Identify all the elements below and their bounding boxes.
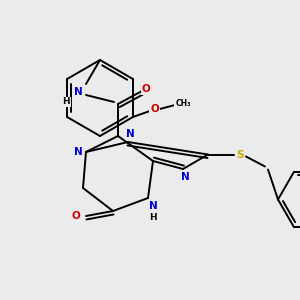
Text: H: H <box>62 98 70 106</box>
Text: O: O <box>72 211 80 221</box>
Text: O: O <box>142 84 150 94</box>
Text: N: N <box>74 147 82 157</box>
Text: S: S <box>236 149 244 160</box>
Text: O: O <box>151 104 159 114</box>
Text: N: N <box>181 172 189 182</box>
Text: CH₃: CH₃ <box>175 100 191 109</box>
Text: N: N <box>74 87 82 97</box>
Text: H: H <box>149 214 157 223</box>
Text: N: N <box>126 129 134 139</box>
Text: N: N <box>148 201 158 211</box>
